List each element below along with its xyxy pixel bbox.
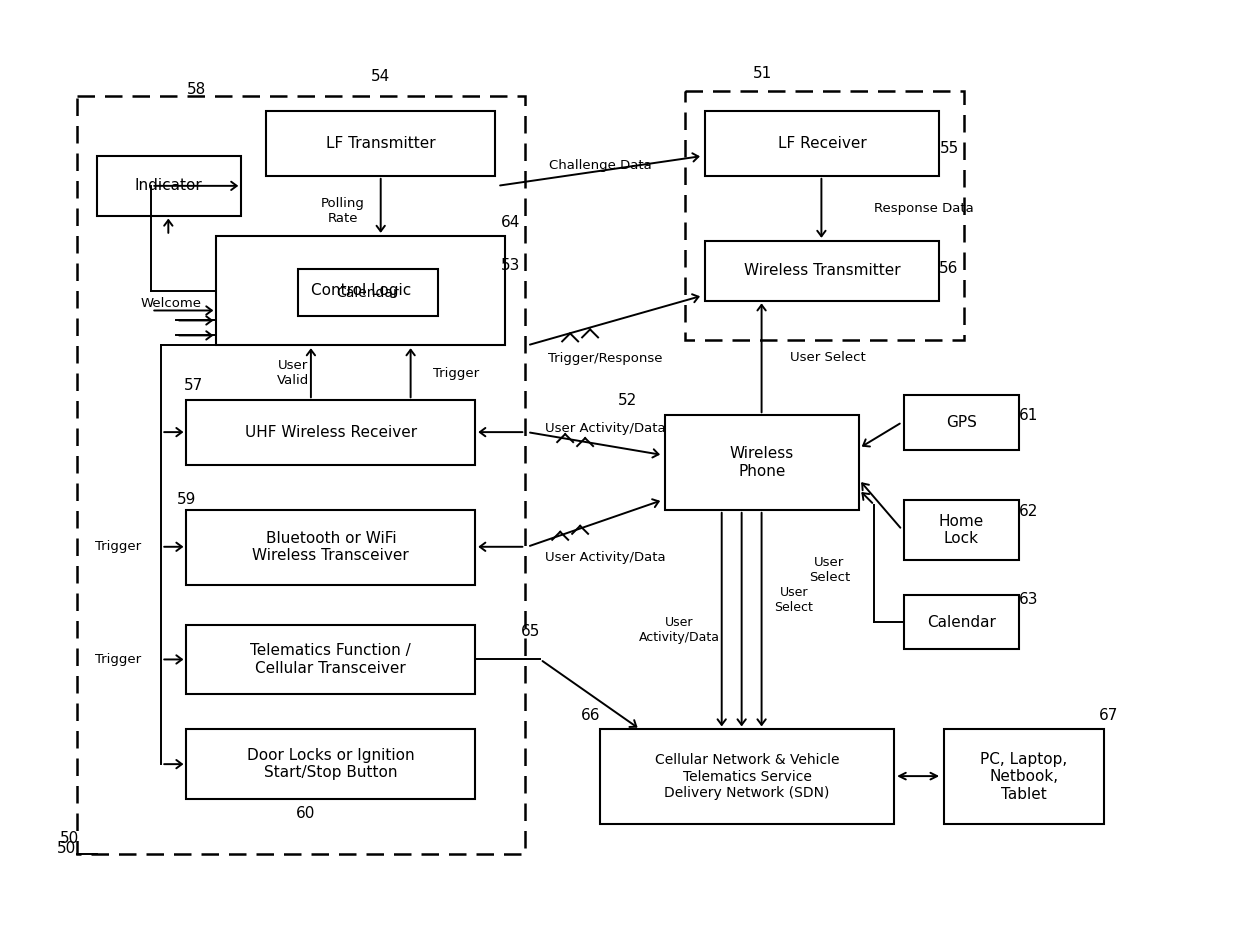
Bar — [298, 269, 438, 316]
Text: Calendar: Calendar — [928, 615, 996, 630]
Bar — [186, 509, 475, 584]
Text: 60: 60 — [296, 807, 316, 821]
Text: User
Valid: User Valid — [277, 359, 309, 387]
Text: 54: 54 — [371, 69, 391, 83]
Text: LF Transmitter: LF Transmitter — [326, 136, 435, 151]
Text: Bluetooth or WiFi
Wireless Transceiver: Bluetooth or WiFi Wireless Transceiver — [253, 531, 409, 563]
Text: 59: 59 — [176, 492, 196, 508]
Bar — [904, 595, 1019, 650]
Bar — [216, 236, 506, 346]
Text: 52: 52 — [619, 393, 637, 408]
Bar — [186, 625, 475, 694]
Bar — [97, 156, 241, 216]
Text: Wireless Transmitter: Wireless Transmitter — [744, 263, 900, 278]
Text: User Activity/Data: User Activity/Data — [546, 421, 666, 435]
Bar — [904, 395, 1019, 450]
Text: Challenge Data: Challenge Data — [548, 159, 651, 172]
Text: Calendar: Calendar — [336, 286, 399, 299]
Text: Trigger/Response: Trigger/Response — [548, 352, 662, 365]
Text: User Select: User Select — [790, 350, 866, 364]
Text: Response Data: Response Data — [874, 203, 973, 215]
Text: Polling
Rate: Polling Rate — [321, 197, 365, 224]
Bar — [77, 96, 526, 854]
Text: 65: 65 — [521, 624, 539, 639]
Text: Telematics Function /
Cellular Transceiver: Telematics Function / Cellular Transceiv… — [250, 643, 412, 675]
Text: Door Locks or Ignition
Start/Stop Button: Door Locks or Ignition Start/Stop Button — [247, 748, 414, 780]
Text: Trigger: Trigger — [95, 652, 141, 666]
Text: UHF Wireless Receiver: UHF Wireless Receiver — [244, 425, 417, 440]
Text: Home
Lock: Home Lock — [939, 513, 985, 546]
Bar — [665, 415, 859, 509]
Text: Cellular Network & Vehicle
Telematics Service
Delivery Network (SDN): Cellular Network & Vehicle Telematics Se… — [655, 754, 839, 800]
Text: 55: 55 — [940, 141, 959, 156]
Text: 67: 67 — [1099, 707, 1118, 723]
Text: 53: 53 — [501, 259, 520, 273]
Text: LF Receiver: LF Receiver — [777, 136, 867, 151]
Text: User
Activity/Data: User Activity/Data — [639, 616, 719, 644]
Text: 62: 62 — [1019, 505, 1038, 519]
Text: Indicator: Indicator — [135, 178, 202, 193]
Text: Welcome: Welcome — [141, 297, 202, 310]
Bar — [704, 241, 939, 300]
Text: 63: 63 — [1019, 592, 1039, 607]
Text: 64: 64 — [501, 215, 520, 230]
Bar — [186, 729, 475, 799]
Bar — [684, 91, 963, 340]
Text: 50: 50 — [57, 841, 76, 856]
Text: 57: 57 — [184, 378, 203, 393]
Text: 50: 50 — [60, 831, 79, 847]
Text: 66: 66 — [582, 707, 601, 723]
Text: Wireless
Phone: Wireless Phone — [730, 446, 794, 479]
Bar — [600, 729, 894, 824]
Text: 58: 58 — [187, 81, 206, 97]
Text: Trigger: Trigger — [95, 541, 141, 553]
Text: 56: 56 — [940, 261, 959, 277]
Bar — [704, 111, 939, 176]
Bar — [904, 500, 1019, 560]
Text: User
Select: User Select — [775, 585, 813, 614]
Text: User
Select: User Select — [808, 556, 849, 583]
Text: 61: 61 — [1019, 407, 1038, 422]
Text: 51: 51 — [753, 65, 773, 80]
Text: Control Logic: Control Logic — [311, 283, 410, 298]
Text: User Activity/Data: User Activity/Data — [546, 551, 666, 564]
Bar — [186, 401, 475, 465]
Text: GPS: GPS — [946, 415, 977, 430]
Text: PC, Laptop,
Netbook,
Tablet: PC, Laptop, Netbook, Tablet — [980, 752, 1068, 801]
Bar — [267, 111, 495, 176]
Bar — [944, 729, 1104, 824]
Text: Trigger: Trigger — [433, 366, 479, 380]
